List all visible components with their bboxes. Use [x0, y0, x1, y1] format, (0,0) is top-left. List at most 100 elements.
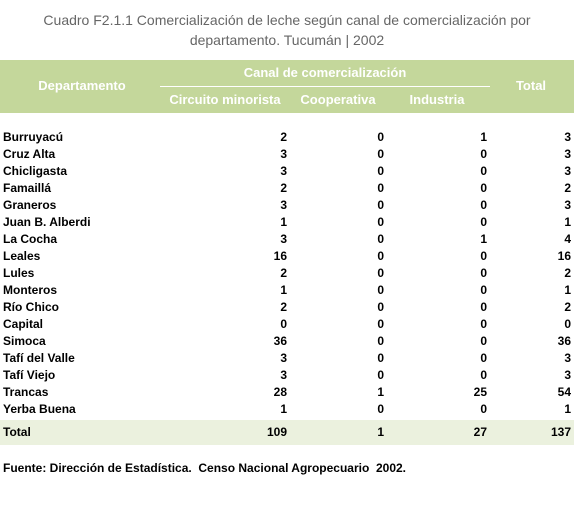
total-label: Total [3, 425, 31, 439]
row-value: 0 [377, 283, 384, 297]
row-value: 1 [564, 215, 571, 229]
row-value: 2 [564, 266, 571, 280]
row-label: Burruyacú [3, 130, 64, 144]
row-value: 1 [480, 130, 487, 144]
row-value: 0 [480, 317, 487, 331]
row-value: 1 [564, 402, 571, 416]
row-value: 0 [480, 300, 487, 314]
row-value: 3 [280, 351, 287, 365]
row-label: Río Chico [3, 300, 59, 314]
total-band [0, 420, 574, 445]
row-value: 16 [557, 249, 571, 263]
row-value: 2 [564, 181, 571, 195]
column-header: Total [515, 78, 547, 93]
row-label: Lules [3, 266, 35, 280]
row-value: 0 [377, 368, 384, 382]
row-value: 0 [377, 351, 384, 365]
row-value: 0 [377, 147, 384, 161]
total-value: 109 [266, 425, 287, 439]
row-value: 0 [377, 317, 384, 331]
row-value: 2 [280, 266, 287, 280]
row-value: 0 [480, 181, 487, 195]
row-value: 0 [480, 334, 487, 348]
row-value: 3 [564, 164, 571, 178]
row-value: 0 [480, 402, 487, 416]
row-value: 2 [280, 300, 287, 314]
row-value: 0 [377, 198, 384, 212]
source-note: Fuente: Dirección de Estadística. Censo … [3, 461, 407, 475]
row-value: 0 [377, 249, 384, 263]
row-value: 4 [564, 232, 571, 246]
row-value: 0 [377, 334, 384, 348]
row-value: 3 [564, 351, 571, 365]
row-value: 0 [377, 181, 384, 195]
total-value: 27 [473, 425, 487, 439]
column-header: Departamento [38, 78, 126, 93]
row-label: Juan B. Alberdi [3, 215, 91, 229]
total-value: 1 [377, 425, 384, 439]
row-value: 0 [480, 249, 487, 263]
row-label: Cruz Alta [3, 147, 56, 161]
row-value: 2 [280, 181, 287, 195]
header-divider [160, 86, 490, 87]
row-value: 0 [377, 402, 384, 416]
row-value: 3 [564, 130, 571, 144]
total-value: 137 [550, 425, 571, 439]
row-label: Yerba Buena [3, 402, 76, 416]
row-value: 0 [480, 283, 487, 297]
row-value: 0 [377, 164, 384, 178]
row-value: 1 [280, 215, 287, 229]
row-value: 0 [280, 317, 287, 331]
row-value: 1 [480, 232, 487, 246]
row-label: Trancas [3, 385, 49, 399]
row-value: 0 [377, 232, 384, 246]
row-value: 1 [564, 283, 571, 297]
row-label: Simoca [3, 334, 46, 348]
row-value: 16 [273, 249, 287, 263]
row-value: 0 [480, 368, 487, 382]
row-value: 54 [557, 385, 571, 399]
row-value: 0 [480, 266, 487, 280]
row-label: Tafí Viejo [3, 368, 56, 382]
row-value: 25 [473, 385, 487, 399]
row-value: 36 [273, 334, 287, 348]
row-value: 3 [280, 232, 287, 246]
row-value: 3 [280, 368, 287, 382]
row-value: 3 [280, 147, 287, 161]
row-value: 0 [480, 164, 487, 178]
row-value: 28 [273, 385, 287, 399]
row-label: Tafí del Valle [3, 351, 75, 365]
row-value: 3 [280, 164, 287, 178]
row-label: Graneros [3, 198, 57, 212]
row-label: Famaillá [3, 181, 52, 195]
row-value: 36 [557, 334, 571, 348]
row-label: Capital [3, 317, 44, 331]
row-value: 0 [377, 266, 384, 280]
row-value: 3 [564, 147, 571, 161]
row-value: 0 [377, 215, 384, 229]
row-label: Chicligasta [3, 164, 68, 178]
row-label: Leales [3, 249, 41, 263]
row-value: 3 [564, 368, 571, 382]
row-value: 0 [480, 147, 487, 161]
row-value: 0 [480, 198, 487, 212]
group-header: Canal de comercialización [243, 65, 407, 80]
row-value: 2 [280, 130, 287, 144]
row-value: 3 [280, 198, 287, 212]
row-label: La Cocha [3, 232, 58, 246]
row-value: 1 [280, 283, 287, 297]
row-value: 0 [480, 215, 487, 229]
row-label: Monteros [3, 283, 57, 297]
row-value: 2 [564, 300, 571, 314]
title: Cuadro F2.1.1 Comercialización de leche … [43, 12, 531, 48]
row-value: 3 [564, 198, 571, 212]
column-header: Industria [409, 92, 465, 107]
row-value: 0 [377, 300, 384, 314]
row-value: 1 [280, 402, 287, 416]
column-header: Circuito minorista [169, 92, 281, 107]
row-value: 0 [564, 317, 571, 331]
column-header: Cooperativa [300, 92, 376, 107]
row-value: 0 [377, 130, 384, 144]
row-value: 1 [377, 385, 384, 399]
